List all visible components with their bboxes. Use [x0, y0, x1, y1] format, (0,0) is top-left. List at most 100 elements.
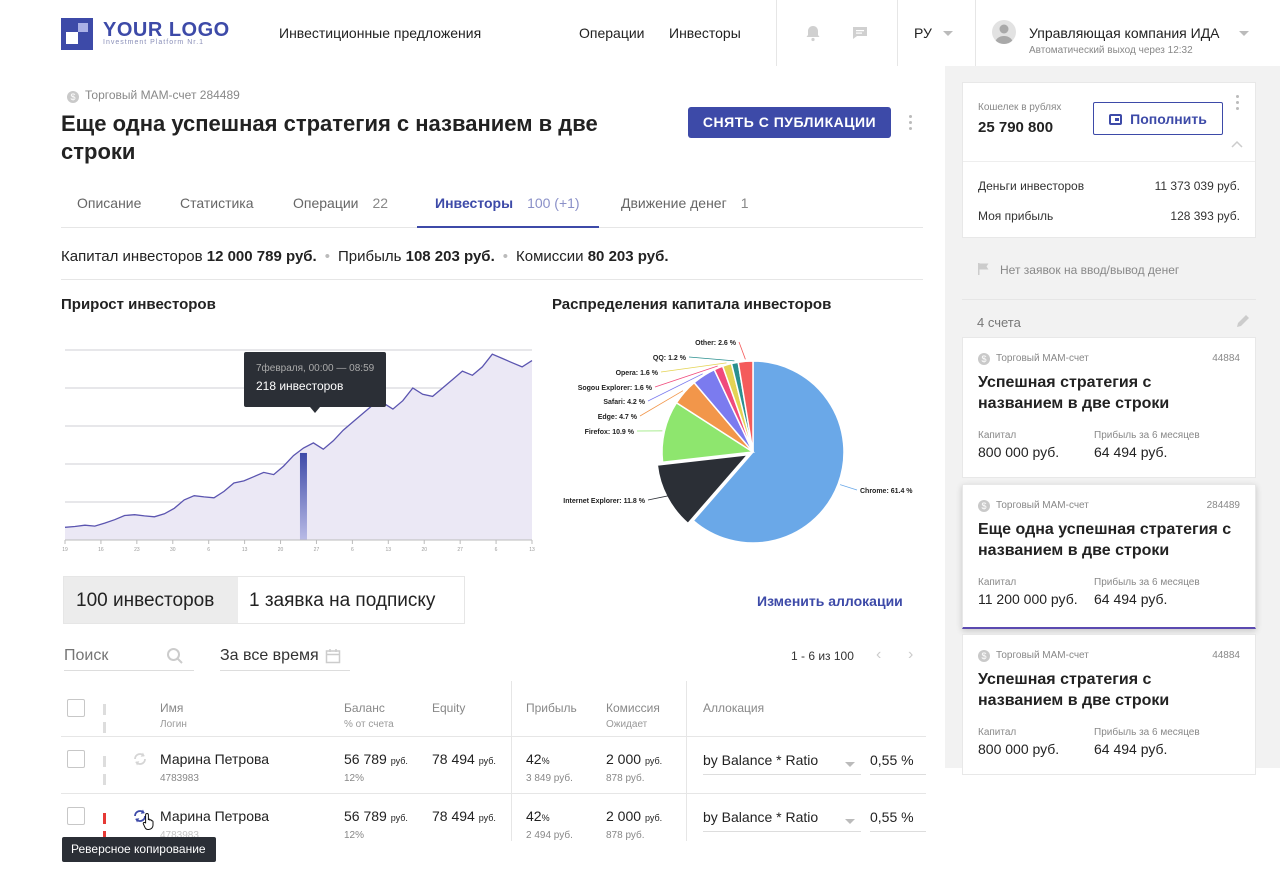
commission-sub: 878 руб.	[606, 830, 645, 841]
chat-icon[interactable]	[851, 24, 869, 42]
no-requests-text: Нет заявок на ввод/вывод денег	[1000, 263, 1180, 277]
pie-connector	[647, 494, 671, 501]
account-capital: 800 000 руб.	[978, 741, 1060, 757]
reverse-copy-active-icon[interactable]	[132, 808, 148, 829]
edit-pencil-icon[interactable]	[1235, 313, 1251, 334]
pause-active-icon[interactable]	[103, 811, 112, 842]
column-equity[interactable]: Equity	[432, 701, 466, 715]
bell-icon[interactable]	[804, 24, 822, 42]
investor-name[interactable]: Марина Петрова	[160, 808, 270, 824]
allocation-select[interactable]: by Balance * Ratio	[703, 809, 819, 825]
wallet-icon	[1109, 113, 1123, 125]
chevron-down-icon[interactable]	[943, 31, 953, 36]
column-allocation[interactable]: Аллокация	[703, 701, 765, 715]
investor-login: 4783983	[160, 830, 199, 841]
account-profit: 64 494 руб.	[1094, 591, 1168, 607]
row-checkbox[interactable]	[67, 750, 85, 768]
unpublish-button[interactable]: СНЯТЬ С ПУБЛИКАЦИИ	[688, 107, 891, 138]
company-name[interactable]: Управляющая компания ИДА	[1029, 25, 1220, 41]
tab-description[interactable]: Описание	[77, 195, 142, 211]
account-title[interactable]: Успешная стратегия с названием в две стр…	[978, 374, 1170, 412]
chevron-down-icon[interactable]	[1239, 31, 1249, 36]
more-options-icon[interactable]	[1236, 95, 1240, 113]
select-all-checkbox[interactable]	[67, 699, 85, 717]
allocation-select[interactable]: by Balance * Ratio	[703, 752, 819, 768]
balance-percent: 12%	[344, 830, 365, 841]
chevron-up-icon[interactable]	[1231, 137, 1243, 151]
pie-connector	[647, 373, 703, 402]
autologout-text: Автоматический выход через 12:32	[1029, 45, 1193, 56]
chevron-down-icon[interactable]	[845, 819, 855, 824]
pie-connector	[738, 341, 746, 360]
pause-icon[interactable]	[103, 754, 112, 785]
account-card[interactable]: $ Торговый МАМ-счет 44884 Успешная страте…	[962, 337, 1256, 478]
chevron-down-icon[interactable]	[845, 762, 855, 767]
profit-label: Прибыль	[337, 248, 402, 265]
commission-value: 2 000 руб.	[606, 808, 663, 824]
search-input[interactable]	[64, 644, 184, 668]
tab-money-flow[interactable]: Движение денег 1	[621, 195, 749, 211]
pie-slice	[692, 360, 845, 544]
pie-connector	[688, 356, 735, 362]
ratio-input[interactable]: 0,55 %	[870, 809, 914, 825]
growth-chart-title: Прирост инвесторов	[61, 296, 216, 313]
column-balance-sub: % от счета	[344, 719, 394, 730]
pie-label: QQ: 1.2 %	[653, 355, 687, 362]
more-options-icon[interactable]	[909, 115, 913, 133]
column-balance[interactable]: Баланс	[344, 701, 385, 715]
pie-label: Chrome: 61.4 %	[860, 488, 913, 495]
reverse-copy-icon[interactable]	[132, 751, 148, 772]
tab-investors[interactable]: Инвесторы 100 (+1)	[435, 195, 580, 211]
ratio-input[interactable]: 0,55 %	[870, 752, 914, 768]
x-tick-label: 6	[351, 547, 354, 553]
row-checkbox[interactable]	[67, 807, 85, 825]
capital-label: Капитал инвесторов	[61, 248, 203, 265]
pie-label: Firefox: 10.9 %	[585, 429, 635, 436]
account-card[interactable]: $ Торговый МАМ-счет 44884 Успешная страте…	[962, 634, 1256, 775]
investors-money-value: 11 373 039 руб.	[1154, 179, 1240, 193]
logo-icon[interactable]	[61, 18, 93, 50]
segment-investors-active[interactable]	[64, 577, 238, 623]
investor-growth-chart[interactable]: 19 16 23 30 6 13 20 27 6 13 20 27 6 13	[60, 330, 535, 555]
language-select[interactable]: РУ	[914, 25, 932, 41]
tab-statistics[interactable]: Статистика	[180, 195, 254, 211]
column-profit[interactable]: Прибыль	[526, 701, 577, 715]
segment-subscription-requests[interactable]: 1 заявка на подписку	[249, 590, 436, 611]
account-number: 284489	[1206, 500, 1240, 511]
equity-value: 78 494 руб.	[432, 751, 496, 767]
account-title[interactable]: Успешная стратегия с названием в две стр…	[978, 671, 1170, 709]
nav-investors[interactable]: Инвесторы	[669, 25, 741, 41]
my-profit-label: Моя прибыль	[978, 209, 1054, 223]
logo-text[interactable]: YOUR LOGO	[103, 19, 230, 41]
pause-icon[interactable]	[103, 702, 112, 733]
account-title[interactable]: Еще одна успешная стратегия с названием …	[978, 521, 1232, 559]
topup-button[interactable]: Пополнить	[1093, 102, 1223, 135]
account-card-active[interactable]: $ Торговый МАМ-счет 284489 Еще одна успеш…	[962, 484, 1256, 629]
account-capital: 800 000 руб.	[978, 444, 1060, 460]
x-tick-label: 23	[134, 547, 140, 553]
nav-operations[interactable]: Операции	[579, 25, 645, 41]
nav-investment-offers[interactable]: Инвестиционные предложения	[279, 25, 482, 41]
pagination-info: 1 - 6 из 100	[791, 649, 854, 663]
change-allocations-link[interactable]: Изменить аллокации	[757, 593, 903, 609]
header-divider	[975, 0, 976, 66]
tab-operations[interactable]: Операции 22	[293, 195, 389, 211]
header-divider	[897, 0, 898, 66]
segment-investors[interactable]: 100 инвесторов	[76, 590, 215, 611]
account-profit: 64 494 руб.	[1094, 741, 1168, 757]
coin-icon: $	[67, 91, 79, 103]
column-name[interactable]: Имя	[160, 701, 184, 715]
investor-name[interactable]: Марина Петрова	[160, 751, 270, 767]
pie-connector	[639, 390, 684, 417]
x-tick-label: 16	[98, 547, 104, 553]
calendar-icon[interactable]	[325, 648, 341, 669]
coin-icon: $	[978, 650, 990, 662]
chevron-right-icon[interactable]: ›	[908, 646, 914, 663]
chevron-left-icon[interactable]: ‹	[876, 646, 882, 663]
period-filter[interactable]: За все время	[220, 647, 319, 664]
search-icon[interactable]	[166, 647, 184, 670]
coin-icon: $	[978, 500, 990, 512]
column-commission[interactable]: Комиссия	[606, 701, 660, 715]
capital-distribution-pie-chart[interactable]: Chrome: 61.4 % Internet Explorer: 11.8 % F…	[548, 330, 928, 555]
avatar[interactable]	[992, 20, 1016, 44]
